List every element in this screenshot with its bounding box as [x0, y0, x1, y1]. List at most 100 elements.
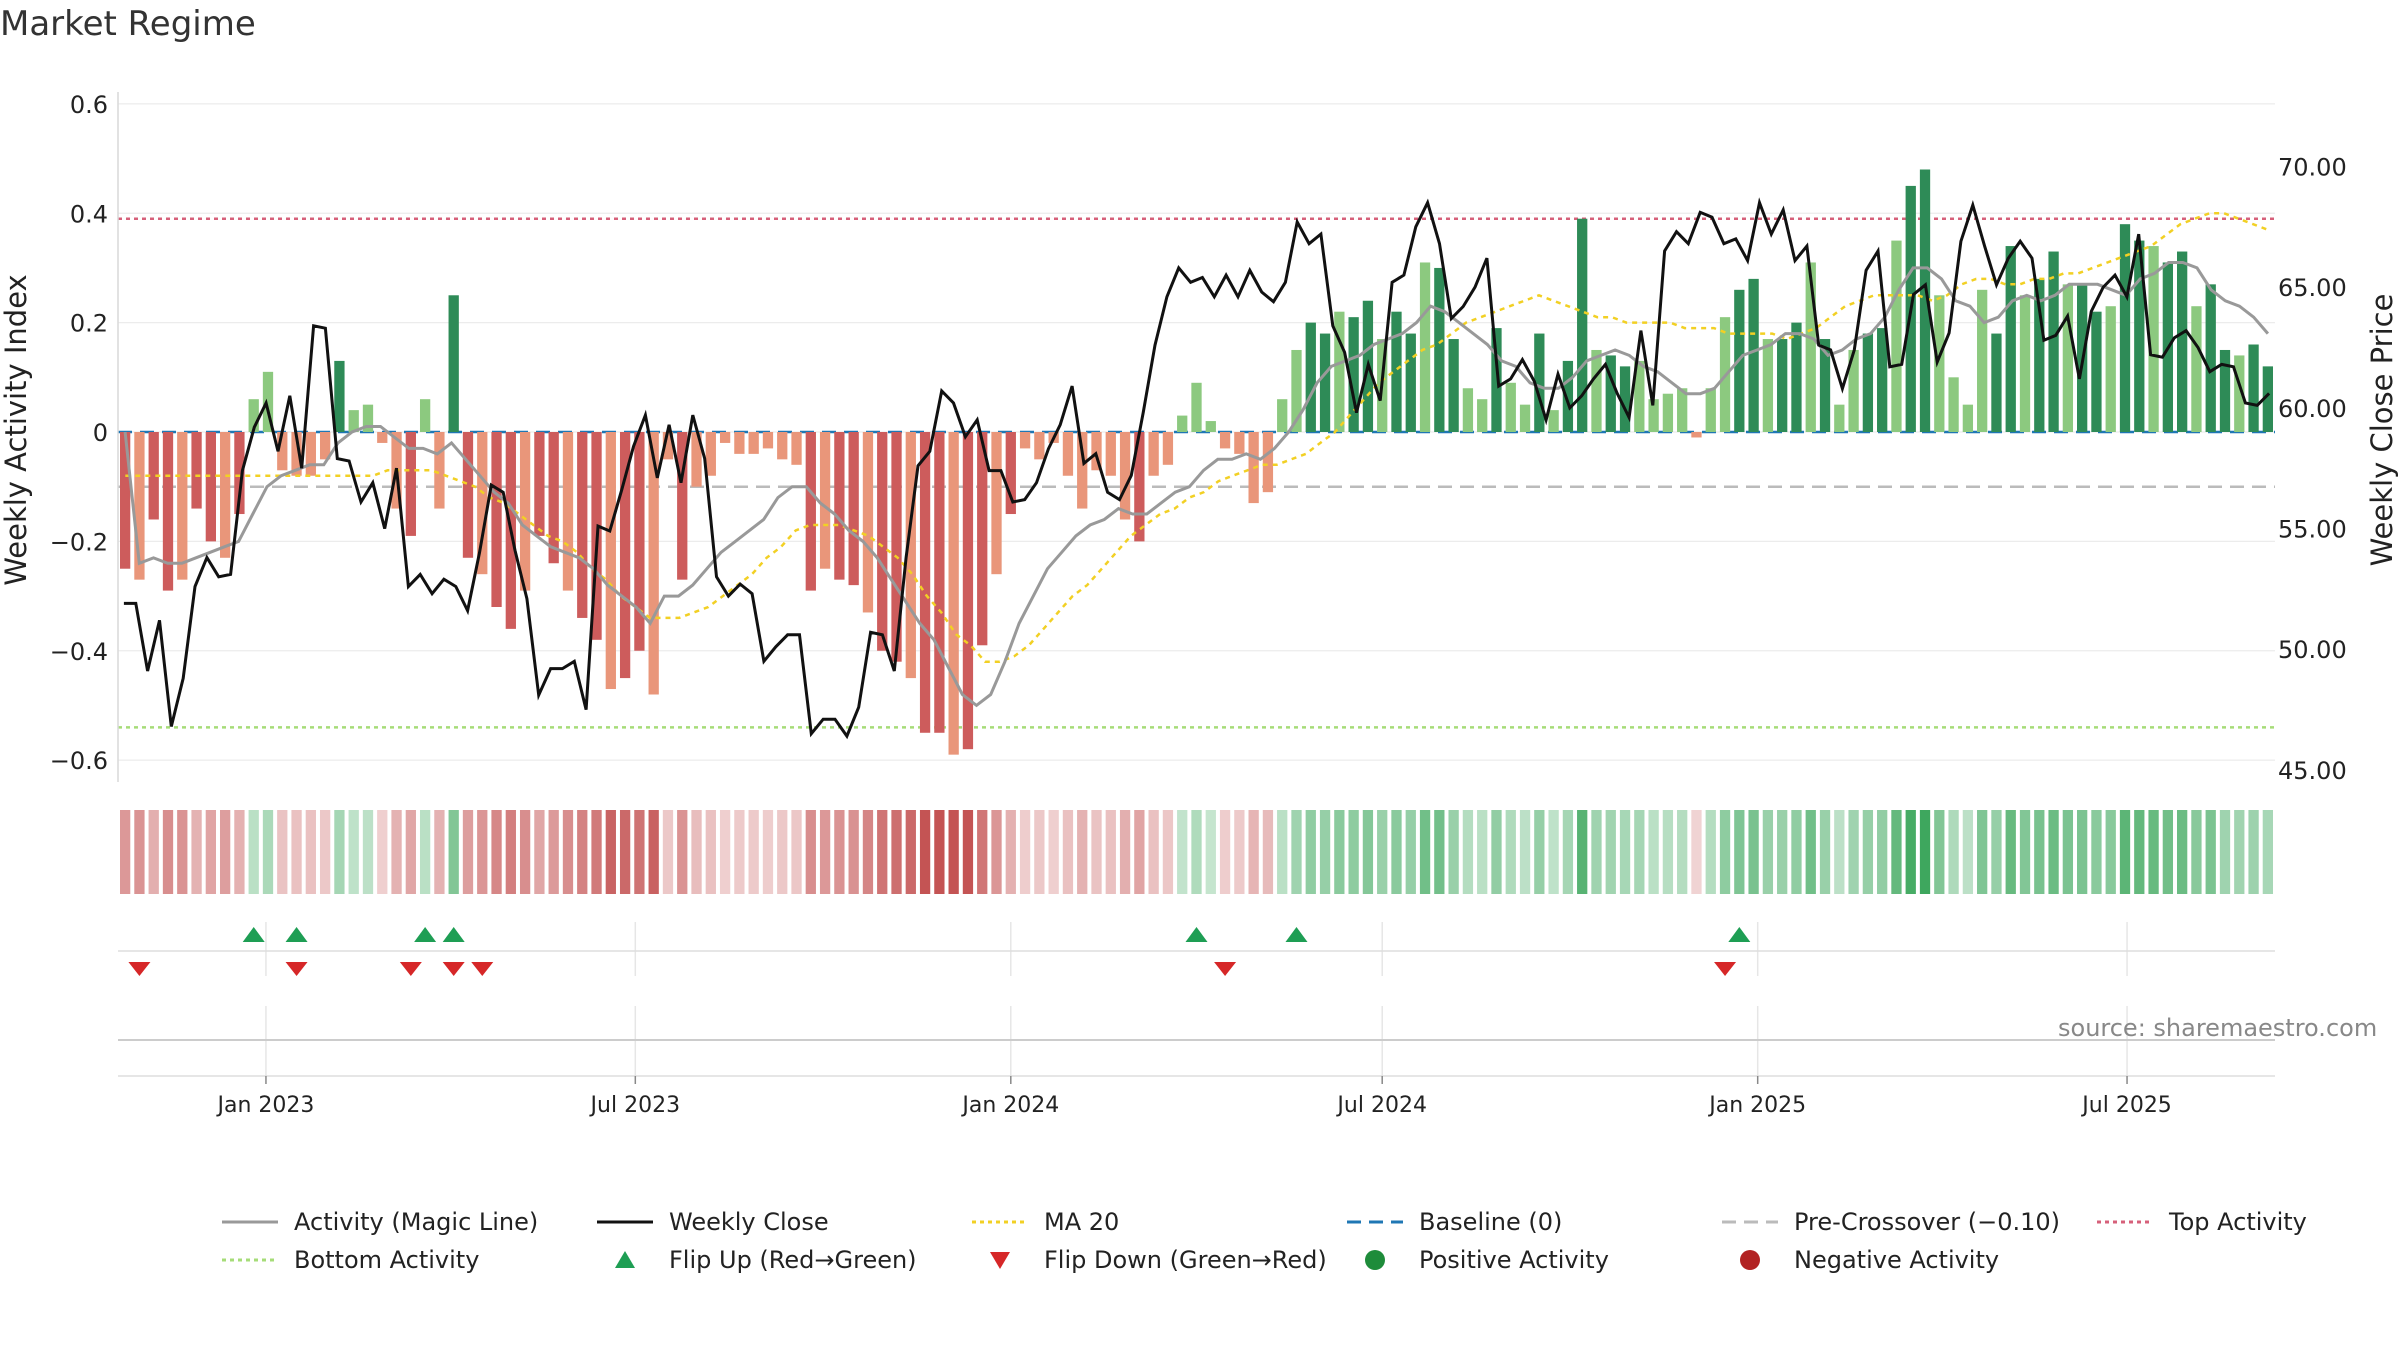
strip-cell [219, 810, 231, 894]
activity-bar [1134, 432, 1145, 542]
legend-swatch-icon [615, 1251, 635, 1268]
flip-up-marker [414, 927, 437, 942]
strip-cell [934, 810, 945, 894]
activity-bar [1505, 382, 1516, 432]
activity-bar [2091, 311, 2102, 432]
strip-cell [2005, 810, 2016, 894]
strip-cell [2134, 810, 2145, 894]
strip-cell [591, 810, 602, 894]
strip-cell [862, 810, 874, 894]
y-left-tick-label: 0.6 [70, 91, 108, 119]
activity-bar [519, 432, 531, 591]
activity-bar [491, 432, 502, 607]
activity-bar [848, 432, 859, 586]
strip-cell [1991, 810, 2002, 894]
strip-cell [1234, 810, 1245, 894]
strip-cell [177, 810, 188, 894]
activity-bar [1405, 333, 1416, 432]
regime-strip [119, 810, 2273, 894]
activity-bar [1962, 404, 1974, 432]
legend-swatch-icon [1722, 1220, 1778, 1224]
x-tick-label: Jul 2024 [1335, 1093, 1427, 1118]
strip-cell [291, 810, 302, 894]
strip-cell [2219, 810, 2231, 894]
activity-bar [1819, 339, 1831, 432]
legend-label: MA 20 [1044, 1208, 1120, 1236]
flip-up-marker [1285, 927, 1308, 942]
strip-cell [562, 810, 574, 894]
legend-item: MA 20 [970, 1208, 1119, 1236]
activity-bar [819, 432, 831, 569]
strip-cell [319, 810, 331, 894]
activity-bar [919, 432, 931, 733]
strip-cell [748, 810, 759, 894]
strip-cell [2105, 810, 2116, 894]
legend-item: Pre-Crossover (−0.10) [1720, 1208, 2060, 1236]
strip-cell [1848, 810, 1859, 894]
activity-bar [1691, 432, 1702, 438]
strip-cell [1248, 810, 1259, 894]
strip-cell [1319, 810, 1331, 894]
x-tick-label: Jan 2024 [960, 1093, 1059, 1118]
activity-bar [1619, 366, 1631, 432]
activity-bar [2248, 344, 2259, 432]
activity-bar [805, 432, 816, 591]
strip-cell [677, 810, 688, 894]
y-left-tick-label: 0.2 [70, 310, 108, 338]
strip-cell [377, 810, 388, 894]
activity-bar [1748, 278, 1759, 432]
activity-bar [291, 432, 302, 476]
legend-swatch-icon [222, 1258, 278, 1262]
strip-cell [1748, 810, 1759, 894]
legend-label: Flip Up (Red→Green) [669, 1246, 917, 1274]
strip-cell [991, 810, 1002, 894]
activity-bar [205, 432, 216, 542]
activity-bar [277, 432, 288, 471]
strip-cell [2119, 810, 2131, 894]
strip-cell [1462, 810, 1474, 894]
strip-cell [419, 810, 431, 894]
activity-bar [1062, 432, 1074, 476]
strip-cell [1177, 810, 1188, 894]
strip-cell [1505, 810, 1516, 894]
y-left-tick-label: −0.2 [50, 528, 108, 556]
activity-bar [648, 432, 659, 695]
strip-cell [719, 810, 731, 894]
strip-cell [1819, 810, 1831, 894]
activity-bar [548, 432, 559, 564]
flip-down-marker [1714, 962, 1737, 976]
strip-cell [819, 810, 831, 894]
strip-cell [2162, 810, 2174, 894]
activity-bar [1805, 262, 1816, 432]
activity-bar [791, 432, 802, 465]
activity-bar [419, 399, 431, 432]
activity-bar [248, 399, 259, 432]
strip-cell [1119, 810, 1131, 894]
activity-bar [2134, 240, 2145, 432]
strip-cell [162, 810, 174, 894]
strip-cell [648, 810, 659, 894]
activity-bar [477, 432, 488, 575]
strip-cell [977, 810, 988, 894]
activity-bar [1162, 432, 1174, 465]
strip-cell [1448, 810, 1459, 894]
strip-cell [1434, 810, 1445, 894]
strip-cell [1162, 810, 1174, 894]
y-left-tick-label: −0.4 [50, 638, 108, 666]
activity-bar [2034, 278, 2045, 432]
strip-cell [1362, 810, 1374, 894]
strip-cell [519, 810, 531, 894]
activity-bar [1419, 262, 1431, 432]
right-axis: 70.00 65.00 60.00 55.00 50.00 45.00 [2278, 153, 2347, 784]
activity-bar [1919, 169, 1931, 432]
strip-cell [877, 810, 888, 894]
y-right-tick-label: 70.00 [2278, 153, 2347, 181]
legend-label: Negative Activity [1794, 1246, 2000, 1274]
activity-bar [562, 432, 574, 591]
strip-cell [777, 810, 788, 894]
activity-bar [1634, 360, 1645, 432]
activity-bar [705, 432, 716, 476]
flip-down-marker [399, 962, 422, 976]
strip-cell [1277, 810, 1288, 894]
activity-bar [1219, 432, 1231, 449]
